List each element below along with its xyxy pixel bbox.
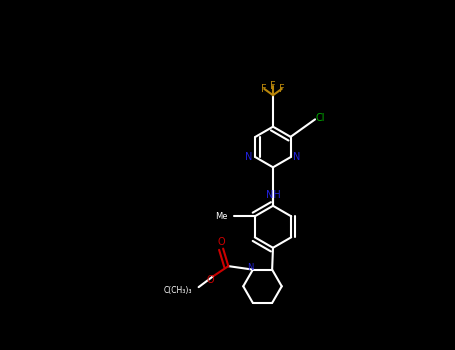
Text: Cl: Cl <box>316 113 325 122</box>
Text: F: F <box>279 84 284 94</box>
Text: O: O <box>217 237 225 247</box>
Text: N: N <box>247 264 253 272</box>
Text: NH: NH <box>266 190 280 200</box>
Text: F: F <box>270 82 276 91</box>
Text: Me: Me <box>215 212 228 221</box>
Text: F: F <box>262 84 267 94</box>
Text: N: N <box>293 152 301 162</box>
Text: C(CH₃)₃: C(CH₃)₃ <box>163 286 192 295</box>
Text: O: O <box>206 275 214 285</box>
Text: N: N <box>245 152 253 162</box>
